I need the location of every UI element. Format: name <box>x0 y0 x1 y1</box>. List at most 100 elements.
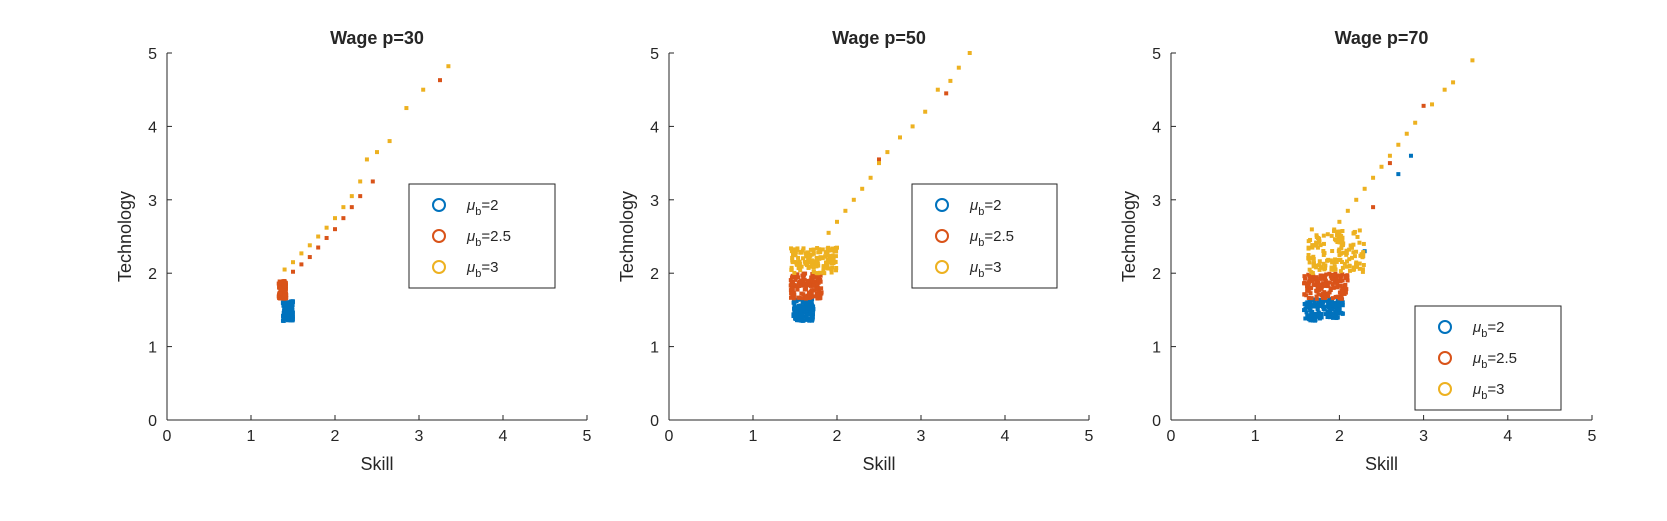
data-point <box>1306 252 1311 257</box>
data-point <box>1361 250 1366 255</box>
y-tick-label: 2 <box>650 266 659 283</box>
data-point <box>438 78 442 83</box>
x-tick-label: 1 <box>1251 428 1260 445</box>
data-point <box>898 135 902 140</box>
data-point <box>795 283 800 288</box>
data-point <box>1336 311 1341 316</box>
data-point <box>796 266 801 271</box>
data-point <box>375 150 379 155</box>
data-point <box>1309 227 1314 232</box>
data-point <box>1321 249 1326 254</box>
data-point <box>815 292 820 297</box>
data-point <box>277 291 282 296</box>
data-point <box>1334 300 1339 305</box>
y-tick-label: 4 <box>148 119 157 136</box>
data-point <box>1317 259 1322 264</box>
data-point <box>1317 263 1322 268</box>
data-point <box>868 175 873 180</box>
legend-label: μb=2 <box>466 197 498 218</box>
data-point <box>1340 303 1345 308</box>
data-point <box>1408 153 1413 158</box>
x-tick-label: 4 <box>1503 428 1512 445</box>
data-point <box>1314 240 1319 245</box>
data-point <box>1316 288 1321 293</box>
data-point <box>1325 258 1330 263</box>
data-point <box>1315 286 1320 291</box>
data-point <box>910 124 915 129</box>
data-point <box>1311 254 1316 259</box>
data-point <box>789 249 794 254</box>
data-point <box>1310 315 1315 320</box>
data-point <box>1317 316 1322 321</box>
data-point <box>833 259 838 264</box>
data-point <box>810 315 815 320</box>
data-point <box>1305 288 1310 293</box>
data-point <box>280 280 285 285</box>
data-point <box>341 216 346 221</box>
data-point <box>804 281 809 286</box>
data-point <box>1312 300 1317 305</box>
data-point <box>1421 103 1426 108</box>
data-point <box>860 186 865 191</box>
data-point <box>834 266 839 271</box>
data-point <box>813 274 818 279</box>
data-point <box>1327 290 1332 295</box>
data-point <box>802 299 807 304</box>
legend-label: μb=3 <box>466 259 498 280</box>
data-point <box>1341 250 1346 255</box>
y-tick-label: 0 <box>1152 413 1161 430</box>
data-point <box>1340 287 1345 292</box>
x-tick-label: 4 <box>499 428 508 445</box>
data-point <box>824 264 829 269</box>
data-point <box>1355 234 1360 239</box>
data-point <box>1430 102 1435 107</box>
data-point <box>1327 301 1332 306</box>
series-3 <box>789 51 972 276</box>
x-axis-label: Skill <box>1365 454 1398 474</box>
series-1 <box>280 299 295 323</box>
data-point <box>1303 276 1308 281</box>
data-point <box>1340 272 1345 277</box>
data-point <box>1330 301 1335 306</box>
data-point <box>793 275 798 280</box>
data-point <box>1371 175 1376 180</box>
series-2 <box>788 91 949 301</box>
data-point <box>1321 241 1326 246</box>
data-point <box>290 314 295 319</box>
data-point <box>797 259 802 264</box>
legend: μb=2 μb=2.5 μb=3 <box>1414 305 1562 411</box>
data-point <box>1334 307 1339 312</box>
data-point <box>1337 253 1342 258</box>
data-point <box>806 298 811 303</box>
data-point <box>795 318 800 323</box>
data-point <box>833 254 838 259</box>
data-point <box>1338 257 1343 262</box>
data-point <box>1305 314 1310 319</box>
y-tick-label: 4 <box>1152 119 1161 136</box>
data-point <box>1344 251 1349 256</box>
legend-label: μb=2 <box>1472 319 1504 340</box>
data-point <box>1327 304 1332 309</box>
data-point <box>790 286 795 291</box>
series-2 <box>1302 103 1426 301</box>
data-point <box>1329 311 1334 316</box>
data-point <box>1318 243 1323 248</box>
data-point <box>1323 278 1328 283</box>
data-point <box>843 208 848 213</box>
data-point <box>1371 205 1376 210</box>
data-point <box>829 270 834 275</box>
data-point <box>1340 265 1345 270</box>
series-1 <box>1302 153 1413 323</box>
data-point <box>807 255 812 260</box>
data-point <box>810 303 815 308</box>
legend-label: μb=2 <box>969 197 1001 218</box>
y-tick-label: 4 <box>650 119 659 136</box>
data-point <box>793 298 798 303</box>
data-point <box>1334 316 1339 321</box>
data-point <box>1342 261 1347 266</box>
data-point <box>446 64 451 69</box>
x-tick-label: 5 <box>1588 428 1597 445</box>
data-point <box>278 287 283 292</box>
data-point <box>811 269 816 274</box>
data-point <box>1345 208 1350 213</box>
